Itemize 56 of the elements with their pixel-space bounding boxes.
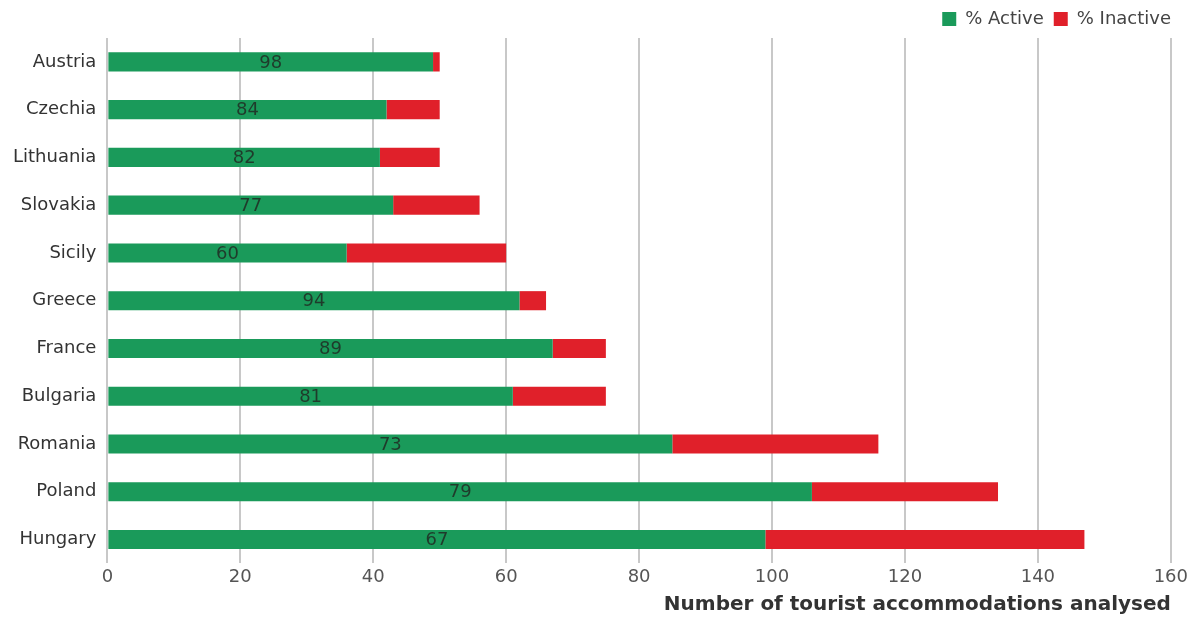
bar xyxy=(765,529,1085,550)
y-tick-label: Slovakia xyxy=(20,192,97,214)
bar xyxy=(108,291,520,311)
bar xyxy=(108,338,553,359)
bar xyxy=(552,338,606,359)
x-tick-label: 40 xyxy=(361,564,385,586)
x-axis-title: Number of tourist accommodations analysed xyxy=(663,591,1171,616)
x-tick-label: 120 xyxy=(887,564,923,586)
x-tick-label: 60 xyxy=(494,564,518,586)
bar xyxy=(108,434,673,454)
bar xyxy=(108,482,812,502)
y-tick-label: Romania xyxy=(17,431,97,453)
x-tick-label: 80 xyxy=(627,564,651,586)
y-tick-label: France xyxy=(36,336,97,358)
legend-label: % Inactive xyxy=(1076,6,1172,28)
annotation: 82 xyxy=(232,146,256,168)
annotation: 84 xyxy=(236,98,259,120)
bar xyxy=(379,147,440,167)
x-tick-label: 0 xyxy=(101,564,114,586)
annotation: 94 xyxy=(302,289,326,311)
annotation: 60 xyxy=(216,241,239,263)
y-tick-label: Lithuania xyxy=(13,145,97,167)
y-tick-label: Poland xyxy=(36,479,97,501)
bar xyxy=(433,52,440,72)
bar xyxy=(108,100,387,120)
bar xyxy=(108,529,766,550)
x-tick-label: 140 xyxy=(1020,564,1056,586)
annotation: 89 xyxy=(319,337,342,359)
bar xyxy=(108,386,513,406)
legend-label: % Active xyxy=(965,6,1044,28)
annotation: 73 xyxy=(378,432,402,454)
y-tick-label: Austria xyxy=(32,49,97,71)
y-tick-label: Hungary xyxy=(19,527,97,549)
bar xyxy=(108,52,434,72)
bar xyxy=(386,100,440,120)
x-tick-label: 160 xyxy=(1153,564,1188,586)
bar xyxy=(512,386,606,406)
bar xyxy=(672,434,879,454)
y-tick-label: Czechia xyxy=(25,97,97,119)
bar xyxy=(108,147,380,167)
y-tick-label: Sicily xyxy=(49,240,97,262)
bar xyxy=(519,291,547,311)
bar xyxy=(108,243,347,263)
bar xyxy=(811,482,999,502)
y-tick-label: Bulgaria xyxy=(21,383,97,405)
y-tick-label: Greece xyxy=(32,288,97,310)
bar xyxy=(108,195,394,215)
bar xyxy=(346,243,507,263)
annotation: 81 xyxy=(299,384,323,406)
annotation: 77 xyxy=(239,193,263,215)
x-tick-label: 100 xyxy=(754,564,790,586)
bar xyxy=(393,195,480,215)
annotation: 98 xyxy=(259,50,283,72)
x-tick-label: 20 xyxy=(228,564,252,586)
annotation: 79 xyxy=(448,480,472,502)
annotation: 67 xyxy=(425,528,449,550)
